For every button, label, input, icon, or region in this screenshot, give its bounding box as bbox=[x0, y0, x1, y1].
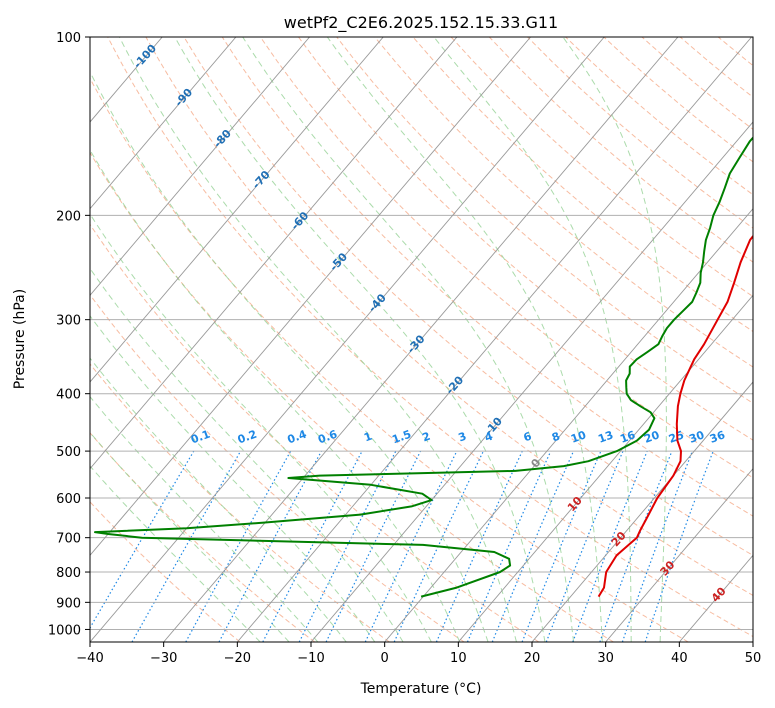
x-tick-label: 20 bbox=[524, 651, 541, 666]
moist-adiabat bbox=[90, 357, 347, 642]
mixing-ratio-label: 13 bbox=[596, 428, 615, 445]
mixing-ratio-line bbox=[466, 450, 552, 642]
mixing-ratio-label: 8 bbox=[550, 430, 562, 445]
isotherm bbox=[310, 121, 753, 642]
x-tick-label: −10 bbox=[297, 651, 324, 666]
mixing-ratio-line bbox=[621, 450, 693, 642]
mixing-ratio-label: 30 bbox=[687, 428, 706, 446]
dry-adiabat bbox=[412, 37, 753, 333]
mixing-ratio-line bbox=[185, 450, 292, 642]
moist-adiabat bbox=[118, 37, 517, 642]
mixing-ratio-label: 1 bbox=[362, 430, 374, 445]
y-tick-label: 100 bbox=[56, 31, 81, 46]
y-axis-ticks: 100 200 300 400 500 600 700 800 900 1000 bbox=[48, 31, 90, 638]
dry-adiabat bbox=[221, 37, 753, 517]
plot-area: -100-90-80-70-60-50-40-30-20-10010203040… bbox=[90, 37, 753, 642]
dry-adiabat bbox=[336, 37, 753, 404]
mixing-ratio-label: 1.5 bbox=[390, 428, 413, 447]
dry-adiabats bbox=[90, 37, 753, 642]
moist-adiabat bbox=[90, 431, 290, 642]
moist-adiabat bbox=[433, 37, 632, 642]
y-tick-label: 500 bbox=[56, 445, 81, 460]
y-tick-label: 200 bbox=[56, 209, 81, 224]
y-tick-label: 800 bbox=[56, 566, 81, 581]
dry-adiabat bbox=[90, 501, 241, 642]
mixing-ratio-line bbox=[298, 450, 397, 642]
y-tick-label: 300 bbox=[56, 314, 81, 329]
mixing-ratio-line bbox=[218, 450, 323, 642]
isotherms bbox=[90, 37, 753, 642]
dry-adiabat bbox=[298, 37, 753, 441]
x-tick-label: 10 bbox=[450, 651, 467, 666]
y-tick-label: 700 bbox=[56, 532, 81, 547]
mixing-ratio-line bbox=[545, 450, 624, 642]
isotherm bbox=[90, 37, 605, 642]
x-tick-label: −20 bbox=[224, 651, 251, 666]
mixing-ratio-label: 6 bbox=[522, 430, 534, 445]
dry-adiabat bbox=[90, 223, 540, 642]
mixing-ratio-line bbox=[572, 450, 648, 642]
mixing-ratio-label: 0.4 bbox=[286, 427, 309, 446]
x-tick-label: −40 bbox=[76, 651, 103, 666]
mixing-ratio-line bbox=[435, 450, 523, 642]
mixing-ratio-label: 36 bbox=[708, 428, 727, 446]
x-tick-label: 50 bbox=[745, 651, 762, 666]
moist-adiabat bbox=[174, 37, 546, 642]
mixing-ratio-label: 0.2 bbox=[236, 428, 259, 447]
dry-adiabat bbox=[90, 363, 390, 642]
dry-adiabat bbox=[90, 293, 465, 642]
mixing-ratio-line bbox=[599, 450, 673, 642]
chart-title: wetPf2_C2E6.2025.152.15.33.G11 bbox=[284, 13, 558, 33]
y-tick-label: 400 bbox=[56, 388, 81, 403]
y-axis-label: Pressure (hPa) bbox=[12, 289, 28, 389]
isotherm bbox=[90, 37, 384, 383]
isotherm bbox=[90, 37, 237, 210]
mixing-ratio-label: 2 bbox=[421, 430, 433, 445]
mixing-ratio-label: 0.1 bbox=[189, 428, 212, 447]
isotherm bbox=[90, 37, 310, 297]
x-tick-label: 0 bbox=[381, 651, 389, 666]
y-tick-label: 600 bbox=[56, 492, 81, 507]
x-tick-label: −30 bbox=[150, 651, 177, 666]
moist-adiabat bbox=[90, 267, 404, 642]
dry-adiabat bbox=[145, 37, 753, 597]
dry-adiabat bbox=[450, 37, 753, 298]
moist-adiabat bbox=[562, 37, 667, 642]
mixing-ratio-label: 4 bbox=[483, 430, 495, 445]
isotherm bbox=[457, 294, 753, 642]
moist-adiabat bbox=[326, 37, 603, 642]
isotherm bbox=[531, 381, 753, 642]
profile-series bbox=[94, 136, 753, 598]
isotherm bbox=[384, 207, 753, 642]
mixing-ratio-label: 16 bbox=[618, 428, 637, 446]
dewpoint-line bbox=[94, 136, 753, 598]
mixing-ratio-line bbox=[521, 450, 602, 642]
isotherm bbox=[236, 37, 752, 642]
plot-frame bbox=[89, 36, 754, 643]
x-axis-label: Temperature (°C) bbox=[360, 681, 482, 697]
isotherm bbox=[90, 37, 458, 470]
isotherm bbox=[605, 467, 753, 642]
mixing-ratio-label: 3 bbox=[457, 430, 469, 445]
isotherm bbox=[90, 37, 531, 557]
moist-adiabat bbox=[90, 465, 261, 642]
dry-adiabat bbox=[183, 37, 753, 556]
moist-adiabat bbox=[90, 395, 319, 642]
mixing-ratio-line bbox=[644, 450, 714, 642]
mixing-ratio-line bbox=[325, 450, 422, 642]
dry-adiabat bbox=[90, 77, 689, 642]
mixing-ratio-lines bbox=[90, 450, 714, 642]
mixing-ratio-label: 10 bbox=[569, 428, 588, 446]
y-tick-label: 900 bbox=[56, 596, 81, 611]
mixing-ratio-label: 0.6 bbox=[316, 427, 339, 446]
x-tick-label: 40 bbox=[671, 651, 688, 666]
temperature-line bbox=[597, 234, 753, 598]
x-axis-ticks: −40 −30 −20 −10 0 10 20 30 40 50 bbox=[76, 642, 761, 666]
pressure-gridlines bbox=[90, 37, 753, 630]
y-tick-label: 1000 bbox=[48, 623, 81, 638]
x-tick-label: 30 bbox=[597, 651, 614, 666]
